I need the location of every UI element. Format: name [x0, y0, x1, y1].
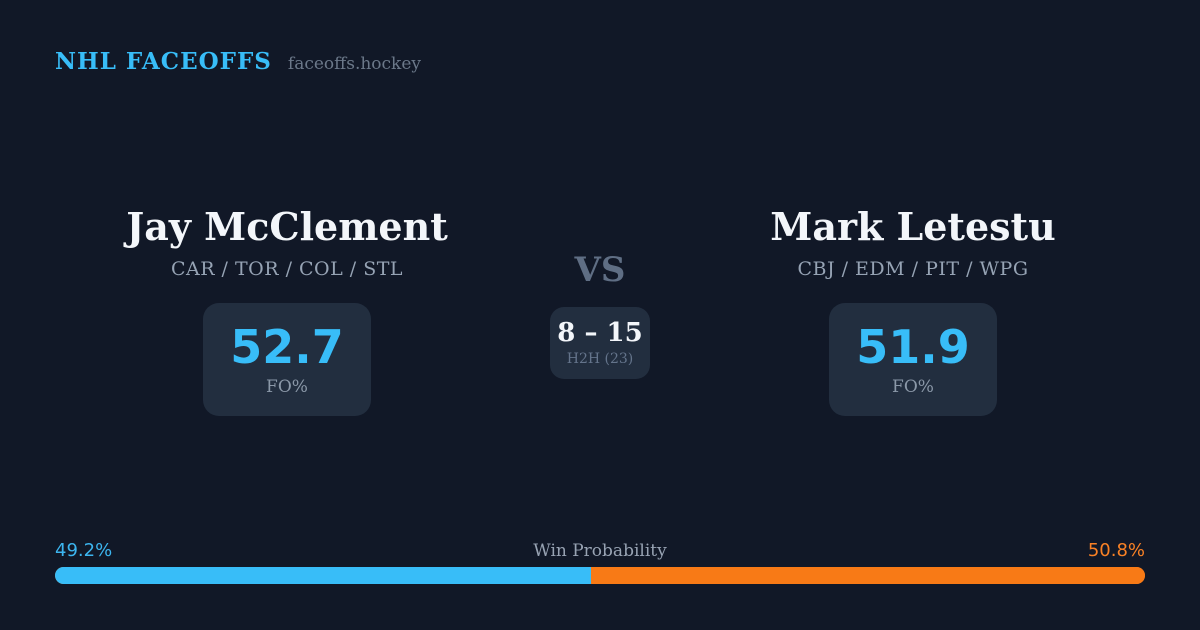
right-player-section: Mark Letestu CBJ / EDM / PIT / WPG 51.9 …	[733, 205, 1093, 416]
win-probability-title: Win Probability	[533, 541, 667, 561]
left-player-section: Jay McClement CAR / TOR / COL / STL 52.7…	[107, 205, 467, 416]
win-probability-bar-right-segment	[591, 567, 1145, 584]
left-player-faceoff-pct: 52.7	[230, 320, 344, 375]
win-probability-left-pct: 49.2%	[55, 540, 113, 561]
left-player-stat-card: 52.7 FO%	[203, 302, 371, 416]
win-probability-bar-left-segment	[55, 567, 592, 584]
left-player-name: Jay McClement	[126, 204, 448, 249]
right-player-teams: CBJ / EDM / PIT / WPG	[797, 257, 1029, 280]
right-player-faceoff-pct: 51.9	[856, 320, 970, 375]
header: NHL FACEOFFS faceoffs.hockey	[55, 48, 421, 75]
right-player-stat-card: 51.9 FO%	[829, 302, 997, 416]
right-player-name: Mark Letestu	[770, 204, 1056, 249]
head-to-head-card: 8 – 15 H2H (23)	[550, 307, 650, 379]
win-probability-right-pct: 50.8%	[1087, 540, 1145, 561]
left-player-stat-label: FO%	[266, 377, 308, 398]
matchup-section: VS 8 – 15 H2H (23)	[520, 250, 680, 379]
site-url: faceoffs.hockey	[287, 54, 422, 74]
head-to-head-label: H2H (23)	[566, 350, 634, 367]
win-probability-bar	[55, 567, 1145, 584]
head-to-head-score: 8 – 15	[557, 318, 643, 349]
win-probability-labels: 49.2% Win Probability 50.8%	[55, 540, 1145, 562]
vs-label: VS	[574, 250, 626, 290]
right-player-stat-label: FO%	[892, 377, 934, 398]
brand-title: NHL FACEOFFS	[55, 48, 272, 75]
left-player-teams: CAR / TOR / COL / STL	[170, 257, 404, 280]
